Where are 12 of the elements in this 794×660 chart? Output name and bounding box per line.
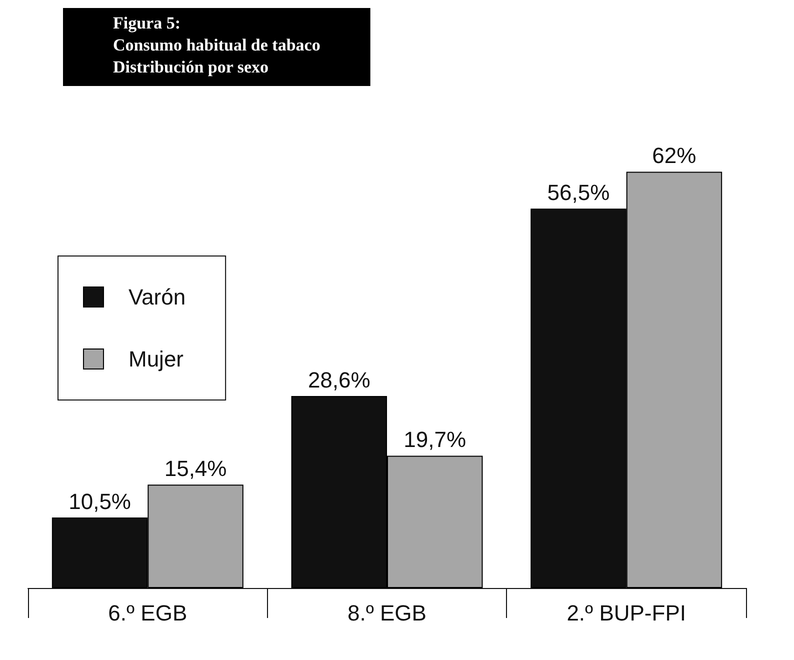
data-label: 10,5% [68,489,131,514]
data-label: 19,7% [404,427,466,452]
legend-label: Varón [128,284,186,310]
legend-label: Mujer [128,346,184,372]
x-tick-label: 8.º EGB [348,600,426,626]
data-label: 56,5% [547,180,610,206]
data-label: 15,4% [164,456,227,482]
data-label: 28,6% [308,367,370,392]
chart-title: Figura 5: Consumo habitual de tabaco Distribución por sexo [113,14,320,76]
x-tick-label: 6.º EGB [108,600,188,626]
x-tick-label: 2.º BUP-FPI [566,600,686,626]
data-label: 62% [652,143,696,168]
